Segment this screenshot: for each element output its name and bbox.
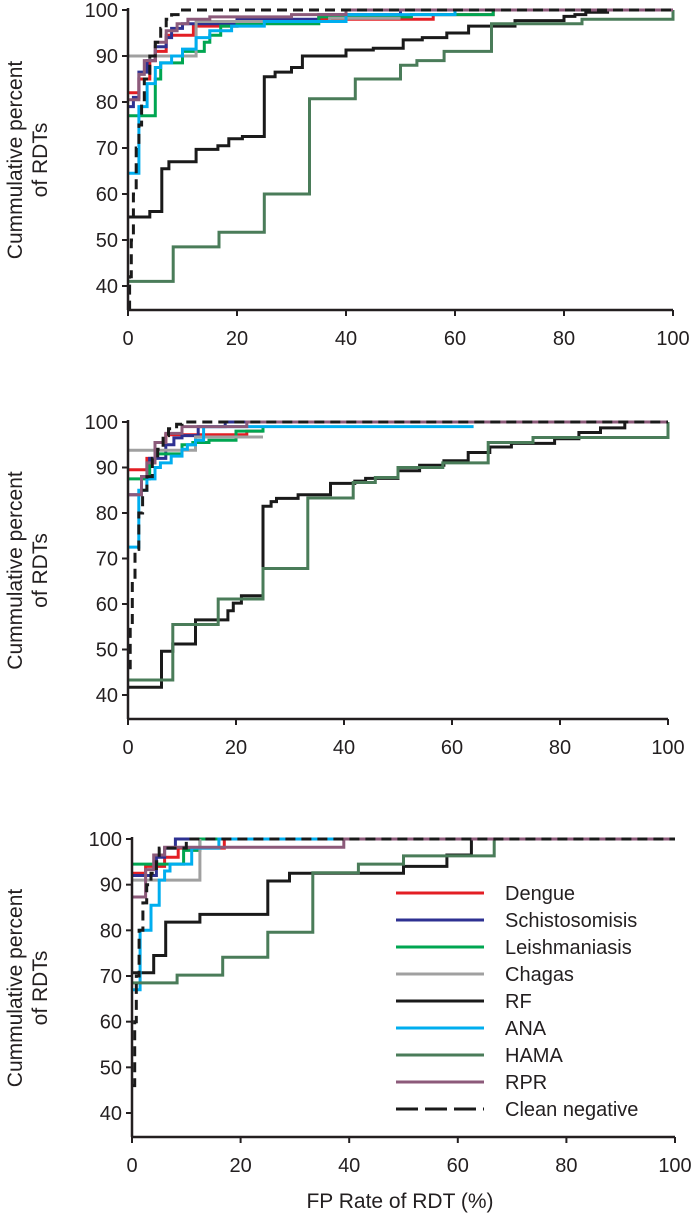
legend-label-schistosomisis: Schistosomisis (505, 910, 637, 932)
y-tick-label: 70 (100, 966, 122, 988)
panel-middle: 40 50 60 70 80 90 100 0 20 40 60 80 100 Cummulative p… (4, 412, 685, 759)
y-tick-label: 100 (89, 829, 122, 851)
x-tick-label: 100 (651, 737, 684, 759)
series-line-chagas (132, 839, 202, 882)
series-line-rpr (128, 8, 673, 102)
x-tick-label: 40 (333, 737, 355, 759)
y-tick-label: 80 (96, 92, 118, 114)
y-tick-label: 40 (96, 685, 118, 707)
y-tick-label: 60 (96, 594, 118, 616)
x-tick-label: 20 (226, 328, 248, 350)
series-line-hama (128, 10, 675, 283)
x-tick-label: 100 (656, 328, 689, 350)
y-tick-label: 90 (100, 875, 122, 897)
x-tick-label: 60 (444, 328, 466, 350)
x-tick-label: 80 (553, 328, 575, 350)
series-line-rpr (128, 420, 668, 497)
series-line-clean-negative (128, 420, 668, 670)
legend-label-leishmaniasis: Leishmaniasis (505, 937, 632, 959)
legend-label-hama: HAMA (505, 1045, 563, 1067)
y-tick-label: 90 (96, 46, 118, 68)
y-tick-label: 90 (96, 458, 118, 480)
series-line-ana (128, 10, 457, 175)
y-tick-label: 70 (96, 549, 118, 571)
legend-label-ana: ANA (505, 1018, 547, 1040)
legend-label-dengue: Dengue (505, 883, 575, 905)
y-tick-label: 50 (96, 230, 118, 252)
legend-label-rpr: RPR (505, 1072, 547, 1094)
x-tick-label: 0 (122, 328, 133, 350)
x-tick-label: 100 (658, 1155, 691, 1177)
y-tick-label: 50 (96, 640, 118, 662)
x-tick-label: 20 (229, 1155, 251, 1177)
x-axis-title: FP Rate of RDT (%) (306, 1190, 493, 1213)
y-axis-title-line: of RDTs (29, 123, 52, 198)
y-axis-title: Cummulative percentof RDTs (4, 61, 52, 260)
panel-top: 40 50 60 70 80 90 100 0 20 40 60 80 100 Cummulative p… (4, 0, 690, 350)
x-tick-label: 0 (126, 1155, 137, 1177)
series-line-ana (128, 425, 474, 549)
series-line-rf (128, 420, 668, 689)
y-tick-label: 40 (100, 1103, 122, 1125)
x-tick-label: 40 (335, 328, 357, 350)
y-tick-label: 100 (85, 412, 118, 434)
x-tick-label: 40 (338, 1155, 360, 1177)
panel-bottom: 40 50 60 70 80 90 100 0 20 40 60 80 100 Cummulative p… (4, 829, 692, 1177)
series-line-rf (128, 8, 673, 219)
y-axis-title: Cummulative percentof RDTs (4, 889, 52, 1088)
legend-label-rf: RF (505, 991, 532, 1013)
y-axis-title-line: Cummulative percent (4, 889, 27, 1088)
x-tick-label: 80 (555, 1155, 577, 1177)
x-tick-label: 60 (447, 1155, 469, 1177)
y-tick-label: 80 (100, 920, 122, 942)
x-tick-label: 20 (225, 737, 247, 759)
x-tick-label: 60 (441, 737, 463, 759)
y-axis-title-line: of RDTs (29, 533, 52, 608)
series-line-hama (132, 837, 675, 985)
legend-label-chagas: Chagas (505, 964, 574, 986)
y-axis-title-line: Cummulative percent (4, 471, 27, 670)
x-tick-label: 80 (549, 737, 571, 759)
y-axis-title-line: Cummulative percent (4, 61, 27, 260)
y-tick-label: 60 (96, 184, 118, 206)
y-tick-label: 70 (96, 138, 118, 160)
series-line-hama (128, 422, 670, 682)
y-tick-label: 100 (85, 0, 118, 22)
y-axis-title-line: of RDTs (29, 951, 52, 1026)
y-tick-label: 60 (100, 1012, 122, 1034)
series-line-clean-negative (128, 8, 673, 311)
y-tick-label: 50 (100, 1057, 122, 1079)
y-tick-label: 40 (96, 276, 118, 298)
x-tick-label: 0 (122, 737, 133, 759)
legend: Dengue Schistosomisis Leishmaniasis Chagas R… (396, 883, 638, 1121)
legend-label-clean-negative: Clean negative (505, 1099, 638, 1121)
y-axis-title: Cummulative percentof RDTs (4, 471, 52, 670)
series-line-clean-negative (132, 837, 675, 1088)
y-tick-label: 80 (96, 503, 118, 525)
